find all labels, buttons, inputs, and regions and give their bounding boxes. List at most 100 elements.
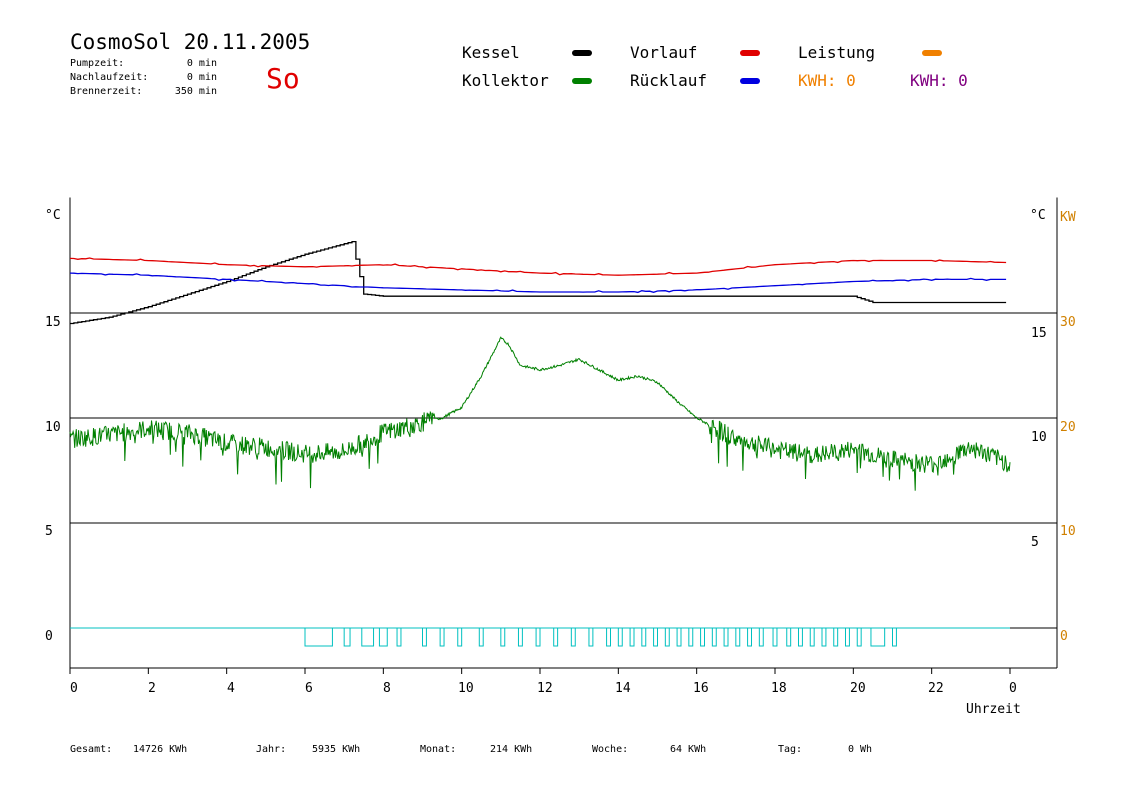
pump-pulse-38 [892,627,897,647]
pump-pulse-11 [535,627,541,647]
stat-label-brennerzeit: Brennerzeit: [70,86,143,97]
legend-ruecklauf-label: Rücklauf [630,71,708,90]
x-tick-10: 10 [458,681,474,696]
footer-monat-label: Monat: [420,744,457,755]
pump-pulse-22 [688,627,694,647]
footer-jahr-label: Jahr: [256,744,287,755]
chart-series [69,240,1011,491]
pump-pulse-9 [500,627,506,647]
pump-pulse-10 [517,627,523,647]
right-tick-15: 15 [1031,326,1047,341]
x-tick-6: 6 [305,681,313,696]
pump-pulse-25 [723,627,729,647]
stat-label-pumpzeit: Pumpzeit: [70,58,125,69]
pump-pulse-37 [870,627,886,647]
legend-vorlauf-swatch [740,50,760,56]
pump-pulse-5 [422,627,427,647]
left-axis-unit: °C [45,208,61,223]
series-kollektor [69,336,1011,491]
legend-kollektor-swatch [572,78,592,84]
pump-pulse-1 [343,627,351,647]
footer-jahr-value: 5935 KWh [312,744,361,755]
pump-pulse-27 [747,627,752,647]
right-tick-10: 10 [1031,430,1047,445]
series-vorlauf [69,257,1007,276]
pump-pulse-19 [653,627,658,647]
legend-kwh-second: KWH: 0 [910,71,968,90]
footer-woche-value: 64 KWh [670,744,707,755]
pump-pulse-35 [845,627,850,647]
pump-pulse-28 [758,627,764,647]
kw-tick-30: 30 [1060,315,1076,330]
pump-pulse-17 [629,627,635,647]
pump-pulse-12 [553,627,559,647]
pump-pulse-4 [396,627,402,647]
pump-activity [70,627,1010,647]
footer-gesamt-value: 14726 KWh [133,744,188,755]
pump-pulse-15 [606,627,611,647]
pump-pulse-32 [809,627,815,647]
pump-pulse-18 [641,627,647,647]
pump-pulse-2 [361,627,375,647]
legend-leistung-label: Leistung [798,43,876,62]
kw-tick-10: 10 [1060,524,1076,539]
pump-pulse-0 [304,627,333,647]
pump-pulse-8 [478,627,484,647]
x-tick-16: 16 [693,681,709,696]
pump-pulse-13 [570,627,576,647]
pump-pulse-21 [676,627,682,647]
legend-kessel-swatch [572,50,592,56]
x-tick-14: 14 [615,681,631,696]
left-tick-10: 10 [45,420,61,435]
x-tick-20: 20 [850,681,866,696]
pump-pulse-36 [856,627,862,647]
pump-pulse-23 [700,627,705,647]
pump-pulse-26 [735,627,741,647]
pump-pulse-31 [798,627,803,647]
series-kessel [70,240,1007,325]
pump-pulse-24 [711,627,717,647]
pump-pulse-30 [786,627,792,647]
footer-tag-label: Tag: [778,744,803,755]
x-tick-2: 2 [148,681,156,696]
stat-value-nachlaufzeit: 0 min [186,72,217,83]
right-tick-5: 5 [1031,535,1039,550]
pump-pulse-20 [664,627,670,647]
legend-kollektor-label: Kollektor [462,71,549,90]
pump-pulse-33 [821,627,827,647]
footer-tag-value: 0 Wh [848,744,873,755]
pump-pulse-34 [833,627,839,647]
legend-leistung-swatch [922,50,942,56]
footer-monat-value: 214 KWh [490,744,533,755]
pump-pulse-3 [378,627,388,647]
x-tick-8: 8 [383,681,391,696]
kw-tick-20: 20 [1060,420,1076,435]
stat-value-pumpzeit: 0 min [186,58,217,69]
left-tick-15: 15 [45,315,61,330]
footer-woche-label: Woche: [592,744,629,755]
x-tick-12: 12 [537,681,553,696]
weekday-label: So [266,62,300,95]
right-axis-unit-kw: KW [1060,210,1076,225]
page-title: CosmoSol 20.11.2005 [70,30,311,54]
pump-pulse-6 [439,627,445,647]
stat-value-brennerzeit: 350 min [174,86,217,97]
x-tick-4: 4 [227,681,235,696]
left-tick-0: 0 [45,629,53,644]
legend-kwh-leistung: KWH: 0 [798,71,856,90]
pump-pulse-16 [617,627,623,647]
kw-tick-0: 0 [1060,629,1068,644]
series-ruecklauf [69,272,1007,294]
right-axis-unit: °C [1030,208,1046,223]
legend-vorlauf-label: Vorlauf [630,43,698,62]
pump-pulse-7 [457,627,463,647]
pump-pulse-29 [772,627,778,647]
x-axis-label: Uhrzeit [966,702,1021,717]
x-tick-22: 22 [928,681,944,696]
legend-ruecklauf-swatch [740,78,760,84]
x-tick-0: 0 [70,681,78,696]
pump-pulse-14 [588,627,594,647]
left-tick-5: 5 [45,524,53,539]
x-tick-24: 0 [1009,681,1017,696]
